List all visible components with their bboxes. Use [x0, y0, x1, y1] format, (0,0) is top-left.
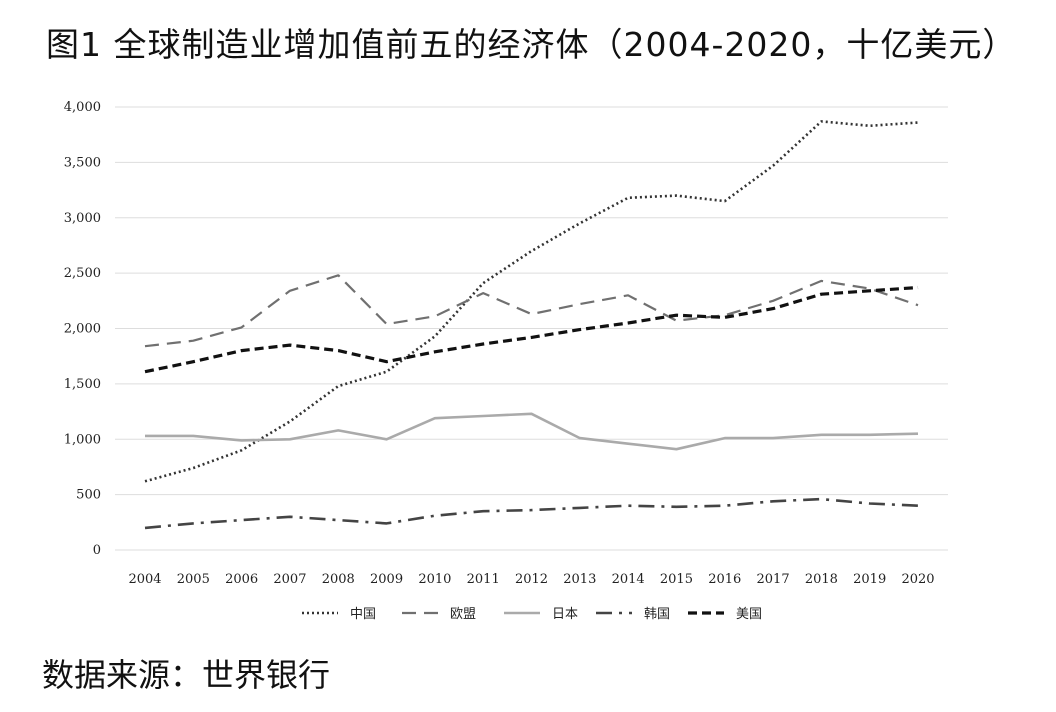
source-note: 数据来源：世界银行: [42, 656, 331, 694]
x-tick-label: 2017: [757, 572, 790, 587]
y-tick-label: 2,500: [64, 266, 101, 281]
chart-title: 图1 全球制造业增加值前五的经济体（2004-2020，十亿美元）: [46, 25, 1017, 64]
x-tick-label: 2013: [563, 572, 596, 587]
y-tick-label: 4,000: [64, 100, 101, 115]
x-tick-label: 2010: [418, 572, 451, 587]
legend-label-3: 韩国: [644, 607, 670, 622]
y-tick-label: 3,000: [64, 211, 101, 226]
series-line-0: [144, 120, 919, 483]
x-tick-label: 2005: [177, 572, 210, 587]
legend: 中国 欧盟 日本 韩国 美国: [302, 607, 762, 622]
series-line-4: [144, 285, 919, 374]
x-tick-label: 2018: [805, 572, 838, 587]
x-tick-label: 2014: [612, 572, 645, 587]
y-tick-label: 3,500: [64, 155, 101, 170]
x-tick-label: 2007: [273, 572, 306, 587]
legend-label-4: 美国: [736, 607, 762, 622]
y-tick-label: 1,500: [64, 377, 101, 392]
x-tick-label: 2008: [322, 572, 355, 587]
y-tick-label: 2,000: [64, 322, 101, 337]
x-tick-label: 2015: [660, 572, 693, 587]
series-line-3: [144, 497, 919, 530]
x-axis: 2004 2005 2006 2007 2008 2009 2010 2011 2012 2013…: [128, 572, 934, 587]
legend-label-1: 欧盟: [450, 607, 476, 622]
x-tick-label: 2006: [225, 572, 258, 587]
x-tick-label: 2009: [370, 572, 403, 587]
y-axis: 0 500 1,000 1,500 2,000 2,500 3,000 3,500 4,000: [64, 100, 101, 558]
x-tick-label: 2012: [515, 572, 548, 587]
x-tick-label: 2016: [708, 572, 741, 587]
x-tick-label: 2019: [853, 572, 886, 587]
series-lines: [144, 120, 919, 530]
y-tick-label: 1,000: [64, 432, 101, 447]
x-tick-label: 2011: [467, 572, 500, 587]
legend-label-2: 日本: [552, 607, 578, 622]
legend-label-0: 中国: [350, 607, 376, 622]
x-tick-label: 2004: [128, 572, 161, 587]
series-line-1: [144, 274, 919, 348]
y-tick-label: 500: [76, 488, 101, 503]
y-tick-label: 0: [93, 543, 101, 558]
x-tick-label: 2020: [901, 572, 934, 587]
series-line-2: [145, 412, 919, 451]
